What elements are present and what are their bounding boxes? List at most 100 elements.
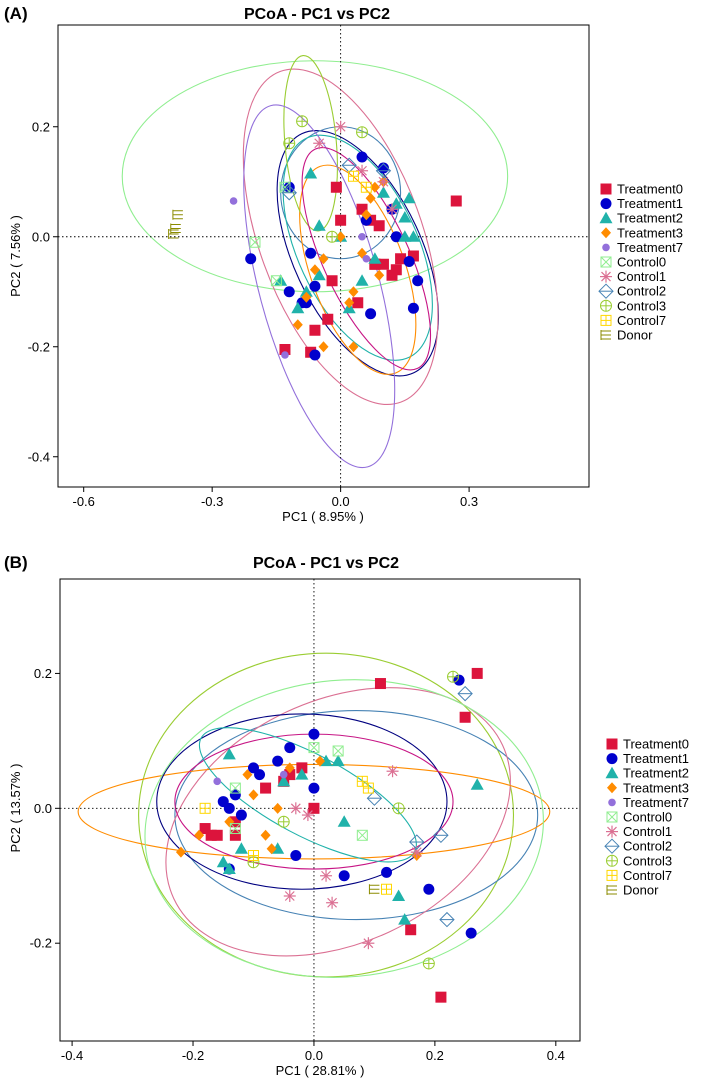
point-treatment1: [412, 275, 424, 287]
legend-swatch-control0: [606, 811, 618, 823]
legend-swatch-donor: [606, 885, 617, 895]
point-treatment2: [274, 274, 288, 286]
legend-label: Control3: [623, 853, 672, 868]
legend-label: Treatment0: [617, 182, 683, 197]
point-treatment2: [389, 197, 403, 209]
legend-label: Control7: [623, 868, 672, 883]
legend-swatch-control2: [598, 283, 614, 299]
legend-item-control0: Control0: [606, 810, 672, 825]
point-treatment7: [213, 777, 222, 786]
legend-swatch-control0: [600, 256, 612, 268]
point-treatment3: [260, 829, 271, 841]
point-control7: [360, 181, 372, 193]
point-control1: [289, 802, 302, 815]
point-treatment1: [284, 742, 296, 754]
point-treatment2: [299, 285, 313, 297]
point-treatment0: [308, 802, 320, 814]
point-treatment2: [402, 191, 416, 204]
point-treatment2: [398, 211, 412, 223]
legend-item-treatment3: Treatment3: [601, 225, 683, 240]
point-control3: [326, 230, 339, 243]
panel-label-a: (A): [4, 4, 28, 23]
legend-label: Treatment3: [617, 225, 683, 240]
reference-lines-a: [58, 25, 589, 487]
point-control3: [296, 115, 309, 128]
point-treatment3: [315, 755, 325, 767]
point-treatment0: [450, 195, 462, 207]
point-treatment3: [242, 769, 253, 781]
point-control1: [313, 137, 326, 150]
x-tick-label: 0.2: [426, 1048, 444, 1063]
legend-label: Donor: [623, 883, 659, 898]
x-axis-label-b: PC1 ( 28.81% ): [276, 1063, 365, 1078]
point-control1: [320, 869, 333, 882]
x-tick-label: -0.3: [201, 494, 223, 509]
point-treatment3: [301, 291, 312, 303]
panel-a: (A) PCoA - PC1 vs PC2 -0.6 -0.3 0.0 0.3 -0.…: [4, 4, 683, 524]
point-control2: [457, 685, 473, 702]
point-control1: [334, 120, 347, 133]
legend-swatch-treatment7: [608, 798, 616, 807]
point-treatment1: [235, 809, 247, 821]
point-treatment2: [277, 774, 291, 787]
point-control1: [362, 937, 375, 950]
ellipse-group-b: [77, 652, 551, 978]
legend-label: Treatment3: [623, 780, 689, 795]
plot-frame-a: [57, 24, 590, 488]
point-treatment0: [435, 991, 447, 1003]
legend-swatch-control7: [606, 869, 618, 881]
legend-item-control2: Control2: [598, 283, 666, 299]
y-tick-label: 0.2: [32, 119, 50, 134]
legend-label: Control0: [623, 810, 672, 825]
reference-lines-b: [60, 579, 580, 1041]
point-treatment1: [338, 870, 350, 882]
point-treatment0: [296, 762, 308, 774]
confidence-ellipse-control1: [165, 687, 511, 957]
point-treatment1: [308, 782, 320, 794]
legend-item-treatment1: Treatment1: [600, 196, 683, 211]
point-treatment3: [361, 209, 372, 221]
point-treatment1: [283, 181, 295, 193]
point-control7: [381, 883, 393, 895]
point-treatment0: [377, 258, 389, 270]
y-tick-label: 0.0: [34, 801, 52, 816]
point-treatment2: [355, 274, 369, 286]
x-tick-label: -0.4: [61, 1048, 83, 1063]
chart-title-b: PCoA - PC1 vs PC2: [253, 555, 399, 572]
y-tick-label: -0.2: [30, 936, 52, 951]
legend-label: Treatment2: [617, 211, 683, 226]
confidence-ellipse-treatment7: [243, 104, 396, 469]
point-donor: [172, 209, 183, 220]
point-control7: [347, 170, 359, 182]
point-control2: [375, 163, 392, 179]
point-treatment7: [229, 197, 238, 205]
legend-b: Treatment0Treatment1Treatment2Treatment3…: [604, 737, 689, 898]
legend-item-treatment0: Treatment0: [600, 182, 683, 197]
point-donor: [368, 884, 380, 895]
point-treatment3: [175, 846, 186, 858]
point-treatment1: [245, 253, 257, 265]
point-treatment0: [386, 269, 398, 281]
y-tick-label: -0.4: [28, 449, 50, 464]
point-treatment2: [291, 301, 305, 314]
y-tick-label: -0.2: [28, 339, 50, 354]
legend-swatch-control3: [600, 299, 612, 312]
point-control1: [301, 809, 314, 822]
legend-item-control7: Control7: [606, 868, 672, 883]
legend-item-treatment7: Treatment7: [608, 795, 689, 810]
point-control1: [283, 889, 296, 902]
point-donor: [168, 229, 179, 239]
point-treatment3: [292, 319, 303, 331]
y-tick-label: 0.0: [32, 229, 50, 244]
point-treatment0: [322, 313, 334, 325]
point-treatment2: [398, 230, 412, 242]
point-treatment2: [304, 167, 318, 179]
point-treatment0: [352, 297, 364, 309]
point-control7: [356, 775, 368, 787]
legend-swatch-control1: [600, 270, 612, 283]
point-control3: [283, 137, 296, 150]
point-treatment3: [335, 231, 346, 243]
y-axis-label-a: PC2 ( 7.56% ): [8, 215, 23, 297]
legend-swatch-treatment0: [600, 183, 612, 195]
legend-label: Treatment1: [623, 751, 689, 766]
